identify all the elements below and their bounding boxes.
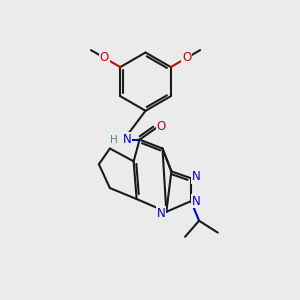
Text: O: O bbox=[182, 51, 191, 64]
Text: O: O bbox=[156, 120, 166, 133]
Text: N: N bbox=[192, 195, 201, 208]
Text: N: N bbox=[157, 207, 165, 220]
Text: O: O bbox=[100, 51, 109, 64]
Text: N: N bbox=[123, 133, 132, 146]
Text: N: N bbox=[192, 170, 201, 183]
Text: H: H bbox=[110, 135, 118, 145]
